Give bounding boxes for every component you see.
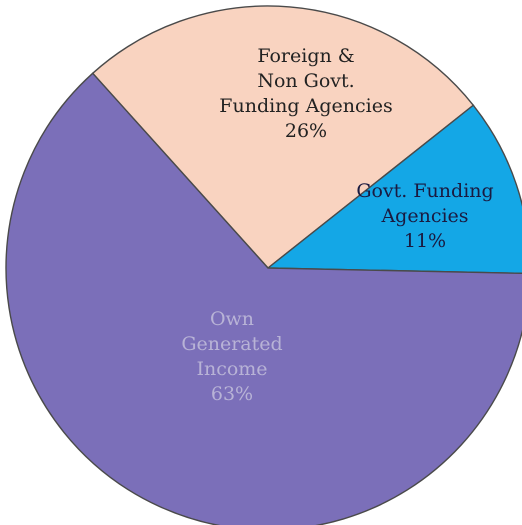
slice-label-line: 26% xyxy=(285,120,327,142)
slice-label-line: Generated xyxy=(181,333,282,355)
slice-label-line: 11% xyxy=(404,230,446,252)
slice-label-line: Foreign & xyxy=(257,45,354,67)
slice-label-line: Govt. Funding xyxy=(356,180,493,202)
slice-label-line: Funding Agencies xyxy=(219,95,392,117)
slice-label-line: Agencies xyxy=(380,205,468,227)
slice-label-line: 63% xyxy=(211,383,253,405)
slice-label-line: Non Govt. xyxy=(257,70,354,92)
slice-label-line: Income xyxy=(196,358,267,380)
slice-label-line: Own xyxy=(210,308,254,330)
